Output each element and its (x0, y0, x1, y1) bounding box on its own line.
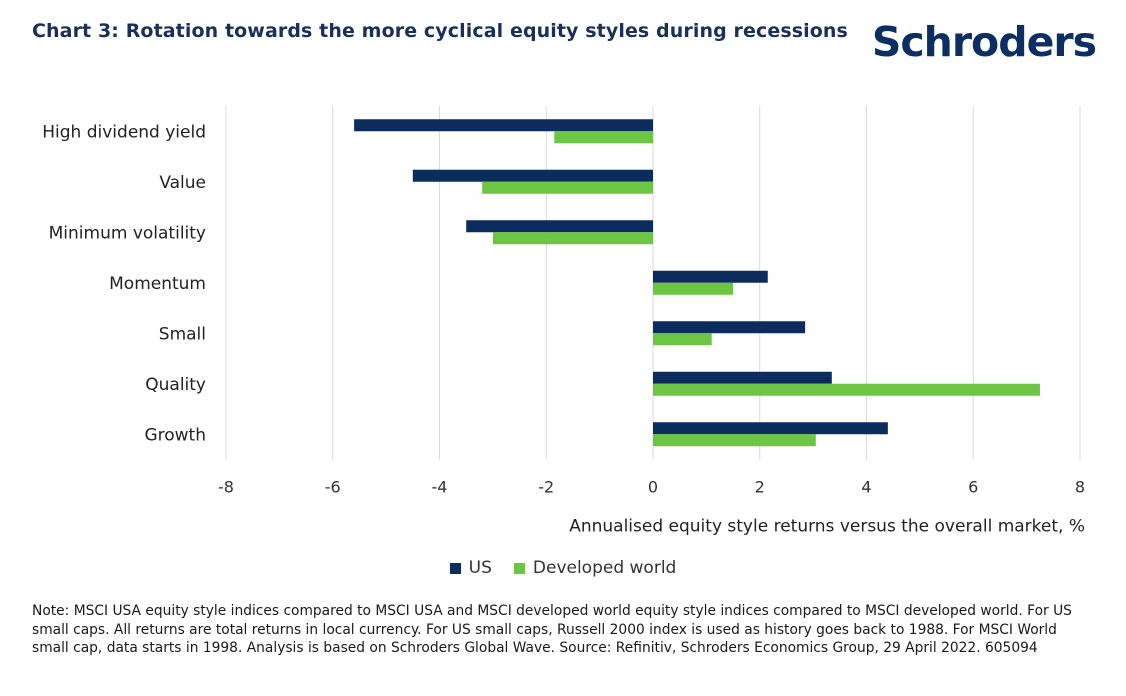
legend-label-developed: Developed world (532, 558, 677, 578)
schroders-logo: Schroders (871, 18, 1097, 66)
legend-swatch-developed (513, 562, 525, 574)
bar-us (412, 169, 653, 182)
bar-developed (554, 131, 653, 144)
legend-item-us: US (449, 558, 492, 578)
bar-us (653, 321, 806, 334)
bar-us (653, 422, 888, 435)
bar-us (653, 270, 768, 283)
x-tick-label: 2 (755, 478, 765, 497)
category-label: Momentum (109, 274, 206, 294)
x-tick-label: 6 (968, 478, 978, 497)
bar-developed (492, 232, 653, 245)
x-tick-label: -4 (432, 478, 448, 497)
x-tick-label: -8 (218, 478, 234, 497)
legend-swatch-us (449, 562, 461, 574)
bar-chart: -8 -6 -4 -2 0 2 4 6 8 High dividend yield Value Min… (42, 106, 1085, 537)
x-tick-label: -2 (538, 478, 554, 497)
x-tick-label: -6 (325, 478, 341, 497)
x-tick-label: 0 (648, 478, 658, 497)
category-label: Growth (144, 425, 206, 445)
category-label: Small (159, 324, 206, 344)
category-label: Quality (145, 375, 206, 395)
bar-developed (653, 434, 816, 447)
bar-developed (653, 282, 734, 295)
legend-item-developed: Developed world (513, 558, 677, 578)
category-label: Minimum volatility (49, 223, 206, 243)
category-label: Value (159, 173, 206, 193)
bar-us (354, 119, 653, 132)
chart-title: Chart 3: Rotation towards the more cycli… (32, 20, 848, 42)
bar-developed (482, 181, 653, 194)
bar-developed (653, 383, 1040, 396)
bar-us (466, 220, 653, 233)
bar-developed (653, 333, 712, 346)
footnote: Note: MSCI USA equity style indices comp… (32, 603, 1072, 656)
x-tick-label: 4 (861, 478, 871, 497)
category-label: High dividend yield (42, 122, 206, 142)
x-axis-label: Annualised equity style returns versus t… (569, 517, 1085, 537)
x-tick-label: 8 (1075, 478, 1085, 497)
legend-label-us: US (468, 558, 492, 578)
legend: US Developed world (0, 558, 1126, 578)
bar-us (653, 371, 832, 384)
